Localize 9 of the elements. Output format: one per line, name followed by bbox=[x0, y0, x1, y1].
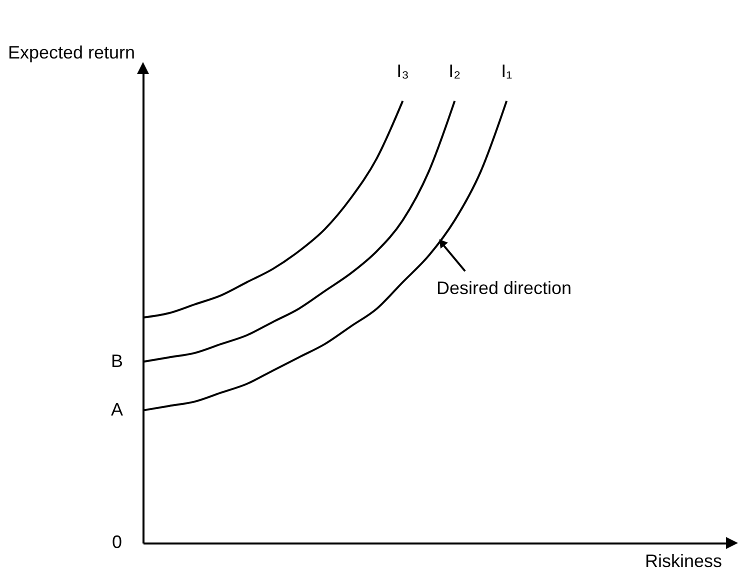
series-label: I₂ bbox=[448, 60, 461, 81]
text: Riskiness bbox=[644, 551, 722, 571]
y-axis-title: Expected return bbox=[8, 42, 136, 62]
text: B bbox=[110, 350, 124, 371]
text: A bbox=[110, 399, 124, 420]
text: 0 bbox=[112, 532, 122, 552]
annotation: Desired direction bbox=[436, 278, 572, 298]
series-label: I₁ bbox=[501, 60, 512, 81]
series-label: I₃ bbox=[396, 60, 409, 81]
